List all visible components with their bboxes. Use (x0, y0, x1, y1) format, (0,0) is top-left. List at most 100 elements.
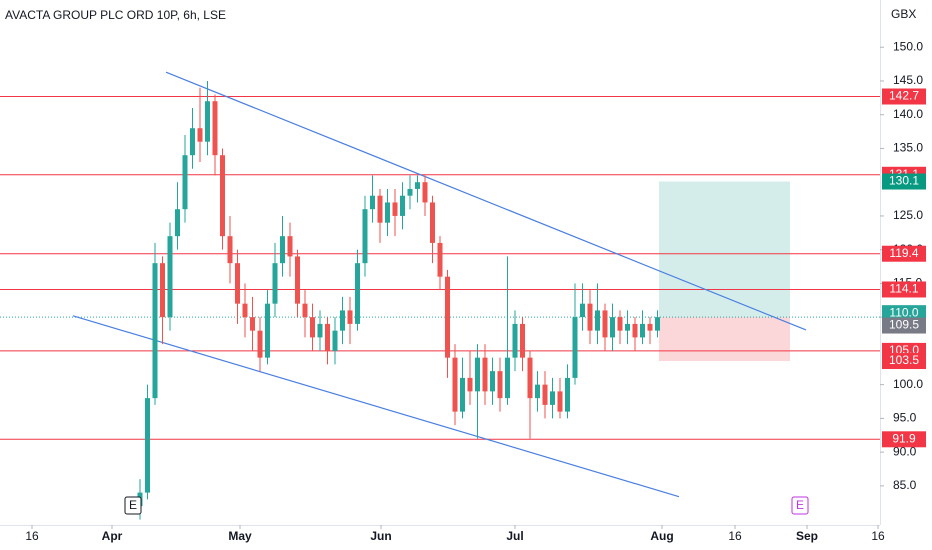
candle-body (475, 357, 480, 392)
candle-body (220, 155, 225, 237)
candle-body (407, 188, 413, 196)
level-label-box (882, 431, 926, 448)
bid-label-box (882, 317, 926, 334)
candle-body (227, 236, 233, 264)
level-label: 142.7 (889, 89, 919, 103)
candle-body (632, 323, 638, 338)
candle-body (505, 357, 510, 399)
candle-body (265, 303, 270, 358)
candle-body (205, 101, 210, 142)
candle-body (280, 236, 285, 264)
y-tick-label: 100.0 (893, 377, 923, 391)
y-tick-label: 125.0 (893, 208, 923, 222)
level-label-box (882, 245, 926, 262)
candle-body (497, 371, 503, 399)
candle-body (392, 202, 398, 216)
level-label: 114.1 (889, 282, 918, 296)
candle-body (347, 310, 353, 324)
level-label: 91.9 (892, 431, 916, 445)
candle-body (175, 209, 180, 237)
candle-body (295, 256, 300, 304)
x-tick-label: 16 (871, 529, 885, 543)
candle-body (655, 317, 660, 331)
candle-body (197, 128, 203, 142)
candle-body (617, 317, 623, 331)
candle-body (362, 209, 368, 264)
candle-body (370, 195, 375, 210)
x-tick-label: Jun (370, 529, 391, 543)
candle-body (520, 323, 525, 358)
candle-body (527, 357, 533, 399)
y-tick-label: 85.0 (893, 478, 917, 492)
candle-body (235, 263, 240, 304)
candle-body (437, 242, 443, 277)
candle-body (542, 384, 548, 405)
x-tick-label: Aug (650, 529, 673, 543)
candle-body (242, 303, 248, 318)
y-tick-label: 90.0 (893, 444, 917, 458)
candle-body (385, 202, 390, 223)
candle-body (587, 303, 593, 331)
target-label: 130.1 (889, 174, 919, 188)
candle-body (317, 323, 323, 338)
candle-body (167, 236, 173, 318)
candle-body (535, 384, 540, 399)
level-label-box (882, 281, 926, 298)
candle-body (640, 323, 645, 338)
y-tick-label: 140.0 (893, 107, 923, 121)
candle-body (302, 303, 308, 318)
event-label: E (129, 498, 137, 512)
bid-label: 109.5 (889, 318, 919, 332)
candle-body (467, 377, 473, 392)
candle-body (145, 398, 150, 493)
level-label: 119.4 (889, 246, 918, 260)
stop-label-box (882, 353, 926, 370)
candle-body (430, 202, 435, 243)
y-tick-label: 150.0 (893, 39, 923, 53)
event-marker (124, 496, 142, 515)
x-tick-label: May (228, 529, 252, 543)
trend-line (72, 315, 680, 498)
candle-body (212, 101, 218, 156)
x-tick-label: Apr (102, 529, 123, 543)
candle-body (572, 317, 578, 378)
candle-body (325, 323, 330, 351)
candle-body (602, 310, 608, 338)
last-price-label: 110.0 (889, 305, 918, 319)
x-tick-label: Jul (506, 529, 523, 543)
candle-body (625, 323, 630, 331)
candle-body (250, 317, 255, 331)
candle-body (377, 195, 383, 223)
candle-body (340, 310, 345, 331)
candle-body (460, 377, 465, 412)
candle-body (550, 391, 555, 405)
candle-body (152, 263, 158, 399)
candle-body (445, 276, 450, 358)
candle-body (272, 263, 278, 304)
candle-body (182, 155, 188, 210)
candle-body (647, 323, 653, 331)
candle-body (400, 195, 405, 216)
x-tick-label: 16 (25, 529, 39, 543)
candle-body (580, 303, 585, 318)
y-tick-label: 135.0 (893, 141, 923, 155)
y-tick-label: 145.0 (893, 73, 923, 87)
candle-body (257, 330, 263, 358)
x-tick-label: Sep (796, 529, 818, 543)
candle-body (422, 182, 428, 203)
position-stop-zone (659, 317, 790, 362)
candle-body (490, 371, 495, 392)
stop-label: 103.5 (889, 353, 919, 367)
chart-title: AVACTA GROUP PLC ORD 10P, 6h, LSE (5, 8, 226, 22)
target-label-box (882, 173, 926, 190)
level-label-box (882, 88, 926, 105)
candle-body (482, 357, 488, 392)
candle-body (287, 236, 293, 257)
position-target-zone (659, 181, 790, 318)
x-tick-label: 16 (728, 529, 742, 543)
trend-line (165, 71, 807, 331)
candle-body (512, 323, 518, 358)
candle-body (160, 263, 165, 318)
